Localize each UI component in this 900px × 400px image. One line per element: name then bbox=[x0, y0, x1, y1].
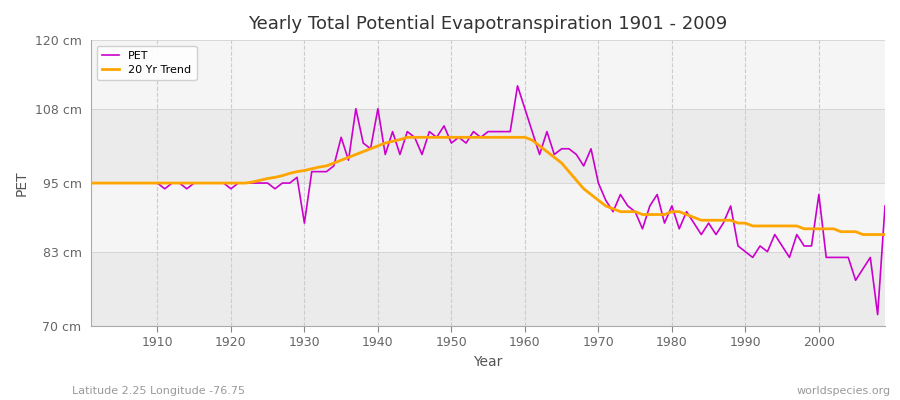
20 Yr Trend bbox=[858, 232, 868, 237]
PET bbox=[350, 106, 361, 111]
20 Yr Trend bbox=[519, 135, 530, 140]
PET bbox=[879, 204, 890, 208]
Y-axis label: PET: PET bbox=[15, 170, 29, 196]
20 Yr Trend bbox=[402, 135, 413, 140]
Text: worldspecies.org: worldspecies.org bbox=[796, 386, 891, 396]
Line: PET: PET bbox=[91, 86, 885, 314]
PET bbox=[519, 106, 530, 111]
20 Yr Trend bbox=[526, 138, 537, 142]
PET bbox=[872, 312, 883, 317]
PET bbox=[86, 181, 96, 186]
PET bbox=[145, 181, 156, 186]
20 Yr Trend bbox=[86, 181, 96, 186]
PET bbox=[615, 192, 626, 197]
PET bbox=[512, 84, 523, 88]
Bar bbox=[91, 40, 885, 109]
Bar bbox=[91, 183, 885, 252]
20 Yr Trend bbox=[350, 152, 361, 157]
Text: Latitude 2.25 Longitude -76.75: Latitude 2.25 Longitude -76.75 bbox=[72, 386, 245, 396]
Legend: PET, 20 Yr Trend: PET, 20 Yr Trend bbox=[97, 46, 196, 80]
Bar bbox=[91, 252, 885, 326]
PET bbox=[526, 129, 537, 134]
20 Yr Trend bbox=[615, 209, 626, 214]
X-axis label: Year: Year bbox=[473, 355, 503, 369]
20 Yr Trend bbox=[306, 166, 317, 171]
20 Yr Trend bbox=[145, 181, 156, 186]
PET bbox=[306, 169, 317, 174]
20 Yr Trend bbox=[879, 232, 890, 237]
Title: Yearly Total Potential Evapotranspiration 1901 - 2009: Yearly Total Potential Evapotranspiratio… bbox=[248, 15, 728, 33]
Bar bbox=[91, 109, 885, 183]
Line: 20 Yr Trend: 20 Yr Trend bbox=[91, 137, 885, 234]
